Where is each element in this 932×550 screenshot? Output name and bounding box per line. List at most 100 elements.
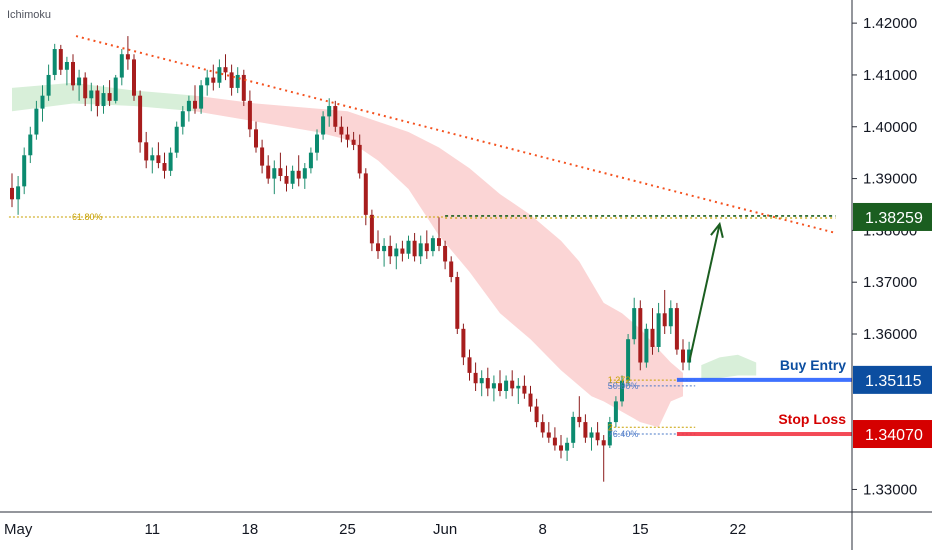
candle-body (156, 155, 161, 164)
candle-body (437, 238, 441, 246)
candle-body (284, 175, 289, 184)
candle-body (89, 90, 94, 99)
candle-body (595, 432, 600, 441)
candle-body (577, 416, 582, 423)
price-tick-label: 1.33000 (863, 481, 917, 498)
price-tick-label: 1.39000 (863, 171, 917, 188)
candle-body (388, 245, 393, 257)
candle-body (168, 152, 173, 171)
candle-body (266, 165, 271, 179)
candle-body (302, 168, 307, 179)
candle-body (272, 168, 277, 179)
candle-body (138, 95, 143, 143)
cloud-bearish (195, 95, 683, 428)
candle-body (674, 308, 679, 350)
time-tick-label: 18 (242, 521, 259, 538)
cloud-future (701, 354, 757, 381)
time-tick-label: May (4, 521, 33, 538)
candle-body (174, 126, 179, 153)
candle-body (467, 357, 472, 373)
candle-body (351, 139, 356, 145)
time-tick-label: 15 (632, 521, 649, 538)
candle-body (107, 93, 112, 101)
candle-body (681, 349, 685, 363)
candle-body (327, 106, 332, 117)
candle-body (58, 49, 63, 70)
candle-body (10, 187, 14, 200)
candle-body (583, 422, 588, 438)
candle-body (296, 170, 301, 179)
fib-level-label: 50.00% (608, 381, 639, 391)
stop-loss-line (676, 432, 852, 437)
candle-body (528, 393, 533, 407)
candle-body (223, 67, 228, 73)
candle-body (144, 142, 149, 161)
candle-body (321, 116, 326, 135)
candle-body (455, 277, 460, 329)
candle-body (369, 214, 374, 244)
candle-body (565, 442, 570, 451)
fib-level-label: 1.272 (608, 375, 631, 385)
time-tick-label: 22 (730, 521, 747, 538)
candle-body (516, 385, 521, 389)
candle-body (235, 74, 240, 88)
price-axis[interactable]: 1.420001.410001.400001.390001.380001.370… (852, 15, 917, 498)
candle-body (119, 54, 124, 78)
candle-body (559, 445, 563, 451)
candle-body (687, 349, 692, 363)
candle-body (278, 168, 283, 176)
candle-body (668, 308, 673, 327)
stop-loss-price-badge-text: 1.34070 (865, 427, 923, 444)
candle-body (64, 61, 69, 70)
candle-body (620, 380, 624, 402)
candle-body (406, 240, 411, 254)
fib-level-label: 2 (608, 422, 613, 432)
buy-entry-label: Buy Entry (780, 357, 846, 373)
candle-body (125, 54, 130, 60)
candle-body (34, 108, 39, 135)
candle-body (394, 248, 399, 257)
candle-body (473, 372, 478, 384)
candle-body (485, 378, 490, 389)
candle-body (546, 432, 551, 438)
candle-body (241, 74, 246, 101)
target-arrow (688, 223, 721, 363)
stop-loss-label: Stop Loss (778, 411, 846, 427)
candle-body (534, 406, 539, 423)
buy-entry-price-badge-bg (853, 365, 932, 394)
candle-body (205, 77, 210, 86)
candles (10, 36, 692, 482)
candle-body (461, 328, 466, 358)
price-tick-label: 1.40000 (863, 119, 917, 136)
price-tick-label: 1.36000 (863, 326, 917, 343)
candle-body (418, 243, 423, 257)
candle-body (46, 74, 51, 96)
candle-body (552, 437, 557, 446)
candle-body (150, 155, 155, 161)
candle-body (376, 243, 380, 252)
candle-body (644, 328, 649, 363)
candle-body (260, 147, 265, 166)
buy-entry-price-badge-text: 1.35115 (865, 373, 922, 390)
candle-body (308, 152, 313, 169)
time-tick-label: Jun (433, 521, 457, 538)
candle-body (626, 339, 631, 381)
candle-body (199, 85, 204, 109)
candle-body (254, 129, 258, 148)
fib-level-label: 76.40% (608, 429, 639, 439)
candle-body (16, 186, 21, 200)
time-axis[interactable]: May 11 18 25 Jun 8 15 22 (4, 521, 746, 538)
candle-body (449, 261, 454, 278)
candle-body (40, 95, 45, 109)
candle-body (400, 248, 405, 254)
target-price-badge-text: 1.38259 (865, 210, 923, 227)
candle-body (211, 77, 216, 83)
candle-body (290, 170, 295, 184)
candle-body (101, 93, 106, 107)
candle-body (650, 328, 655, 347)
candle-body (333, 106, 338, 127)
candle-body (339, 126, 344, 135)
candle-body (315, 134, 319, 153)
